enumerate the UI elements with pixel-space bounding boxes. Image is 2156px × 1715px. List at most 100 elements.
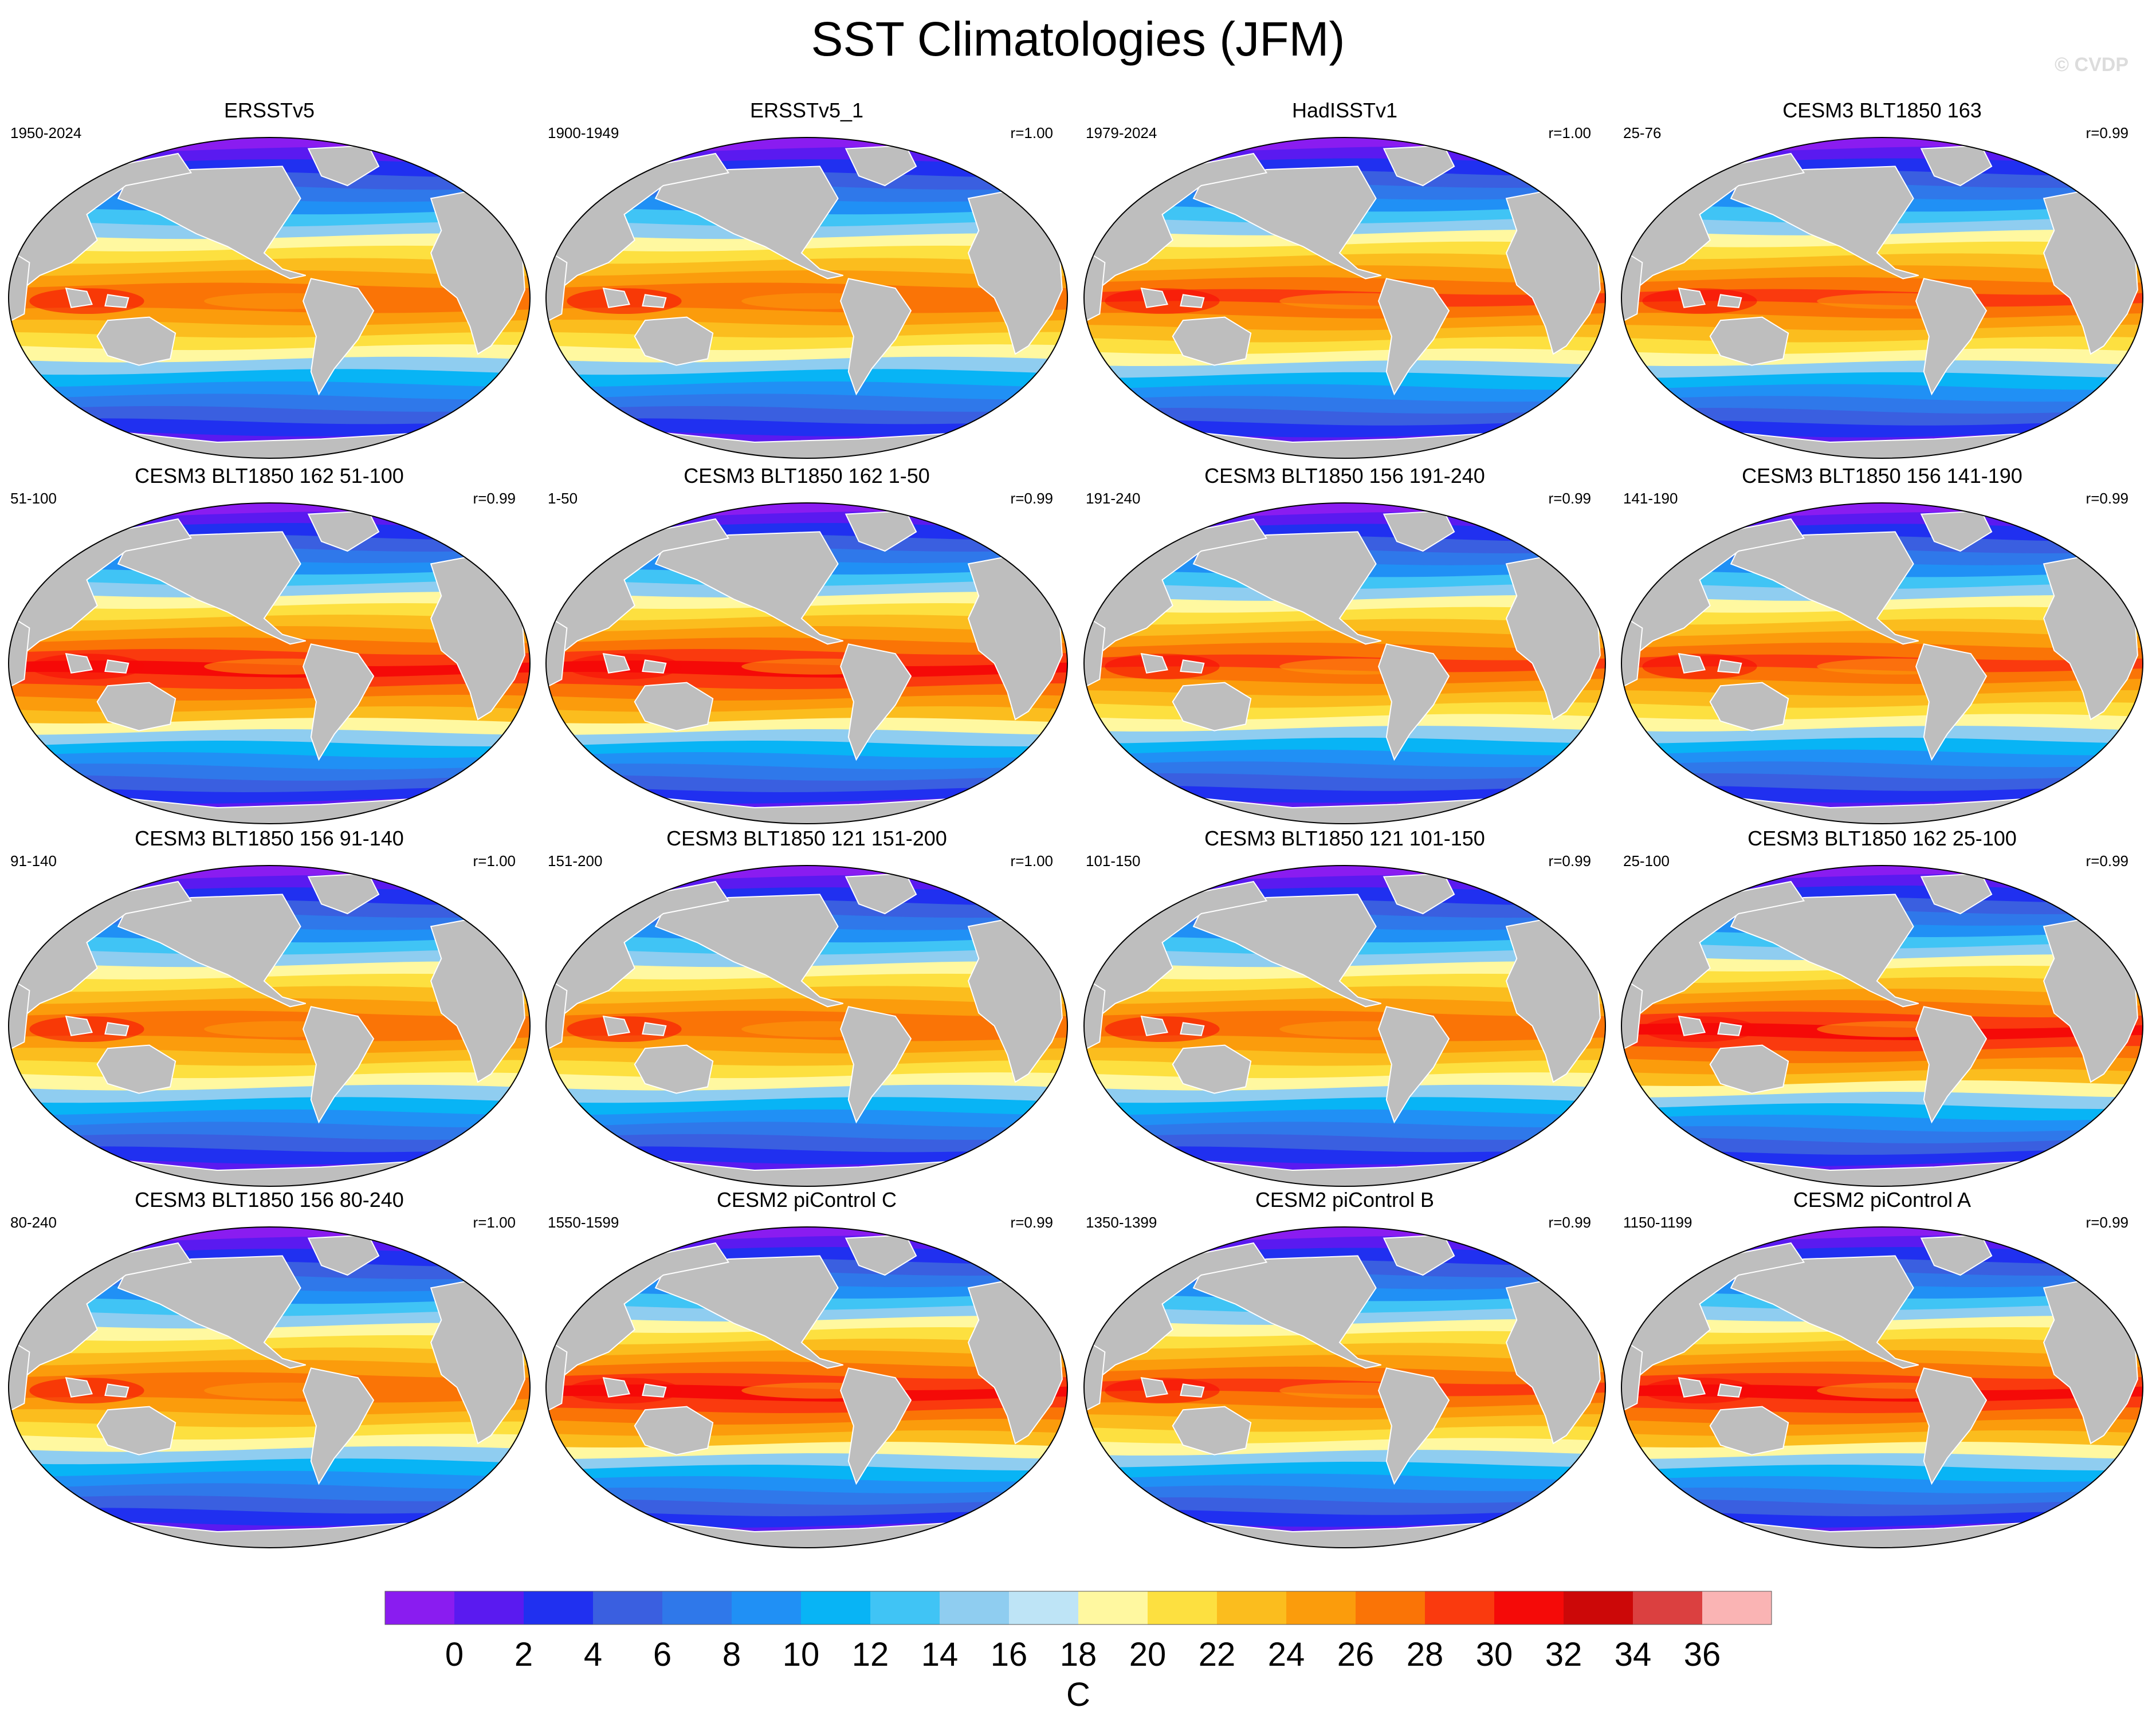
colorbar-swatch (1702, 1591, 1772, 1624)
land-mass (117, 1255, 306, 1369)
land-mass (303, 278, 375, 396)
land-mass (65, 287, 93, 308)
panel-title: CESM3 BLT1850 156 80-240 (135, 1188, 404, 1211)
land-mass (642, 294, 667, 308)
land-mass (1717, 659, 1742, 674)
land-mass (1172, 682, 1252, 731)
map-outline (545, 1226, 1068, 1548)
sst-band (546, 718, 1067, 736)
map-canvas (1621, 137, 2143, 459)
land-mass (96, 316, 176, 366)
colorbar-tick-label: 22 (1199, 1636, 1236, 1673)
panel-years: 80-240 (10, 1214, 57, 1231)
map-outline (1083, 1226, 1606, 1548)
land-mass (634, 316, 714, 366)
land-mass (65, 652, 93, 674)
sst-field (1084, 137, 1605, 458)
colorbar-frame (384, 1591, 1772, 1625)
land-mass (634, 682, 714, 731)
panel-years: 1950-2024 (10, 124, 82, 141)
sst-field (1621, 1227, 2143, 1548)
land-mass (654, 531, 843, 645)
map-outline (1621, 865, 2143, 1187)
map-outline (1621, 502, 2143, 824)
land-mass (634, 1044, 714, 1094)
land-mass (1915, 1006, 1988, 1124)
land-mass (1678, 1376, 1706, 1398)
panel-correlation: r=0.99 (1010, 1214, 1053, 1231)
map-panel: CESM3 BLT1850 162 25-100 25-100 r=0.99 (1613, 825, 2151, 1187)
land-mass (1180, 294, 1205, 308)
sst-field (1621, 866, 2143, 1186)
panel-title: CESM3 BLT1850 162 51-100 (135, 464, 404, 487)
colorbar-swatch (1425, 1591, 1495, 1624)
land-mass (96, 682, 176, 731)
sst-band (9, 1458, 530, 1478)
map-panel: CESM2 piControl B 1350-1399 r=0.99 (1075, 1187, 1614, 1548)
map-panel: CESM3 BLT1850 156 191-240 191-240 r=0.99 (1075, 463, 1614, 824)
colorbar-swatch (1286, 1591, 1356, 1624)
colorbar-tick-label: 32 (1545, 1636, 1582, 1673)
land-mass (602, 1015, 631, 1036)
map-outline (8, 137, 531, 459)
land-mass (1172, 316, 1252, 366)
sst-band (1084, 726, 1605, 745)
panel-correlation: r=0.99 (1548, 1214, 1591, 1231)
land-mass (840, 278, 912, 396)
colorbar-swatch (1564, 1591, 1633, 1624)
map-outline (1621, 1226, 2143, 1548)
panel-years: 1350-1399 (1086, 1214, 1157, 1231)
land-mass (1192, 894, 1381, 1008)
colorbar-swatch (385, 1591, 455, 1624)
land-mass (9, 249, 30, 323)
colorbar-tick-label: 18 (1060, 1636, 1097, 1673)
sst-field (9, 503, 530, 824)
sst-band (546, 1442, 1067, 1460)
panel-years: 25-76 (1623, 124, 1662, 141)
sst-band (1621, 1080, 2143, 1099)
land-mass (117, 166, 306, 280)
map-panel: CESM3 BLT1850 156 141-190 141-190 r=0.99 (1613, 463, 2151, 824)
land-mass (1915, 278, 1988, 396)
map-outline (8, 502, 531, 824)
sst-band (1084, 360, 1605, 379)
land-mass (546, 249, 568, 323)
panel-correlation: r=0.99 (2086, 852, 2128, 870)
land-mass (1621, 614, 1643, 689)
map-panel: ERSSTv5 1950-2024 (0, 97, 539, 459)
panel-correlation: r=1.00 (1548, 124, 1591, 141)
land-mass (1192, 1255, 1381, 1369)
panel-title: HadISSTv1 (1291, 99, 1398, 122)
land-mass (1678, 1015, 1706, 1036)
land-mass (1717, 1022, 1742, 1036)
colorbar-swatch (1217, 1591, 1287, 1624)
land-mass (1621, 1338, 1643, 1413)
sst-band (1621, 360, 2143, 379)
map-canvas (8, 502, 531, 824)
land-mass (9, 614, 30, 689)
map-outline (545, 502, 1068, 824)
land-mass (303, 1006, 375, 1124)
colorbar-swatch (454, 1591, 524, 1624)
land-mass (1378, 278, 1450, 396)
map-panel: CESM3 BLT1850 121 101-150 101-150 r=0.99 (1075, 825, 1614, 1187)
map-outline (1083, 502, 1606, 824)
panel-correlation: r=1.00 (1010, 124, 1053, 141)
land-mass (117, 894, 306, 1008)
land-mass (1730, 166, 1919, 280)
panel-years: 1900-1949 (548, 124, 619, 141)
colorbar-tick-label: 4 (584, 1636, 602, 1673)
map-canvas (1621, 865, 2143, 1187)
sst-band (1084, 1450, 1605, 1469)
land-mass (602, 287, 631, 308)
sst-field (1084, 1227, 1605, 1548)
panel-correlation: r=0.99 (2086, 490, 2128, 507)
map-outline (8, 865, 531, 1187)
colorbar-units-label: C (1066, 1676, 1090, 1713)
colorbar-swatch (1078, 1591, 1148, 1624)
panel-correlation: r=0.99 (1010, 490, 1053, 507)
colorbar-swatch (593, 1591, 663, 1624)
panel-title: CESM2 piControl B (1255, 1188, 1435, 1211)
